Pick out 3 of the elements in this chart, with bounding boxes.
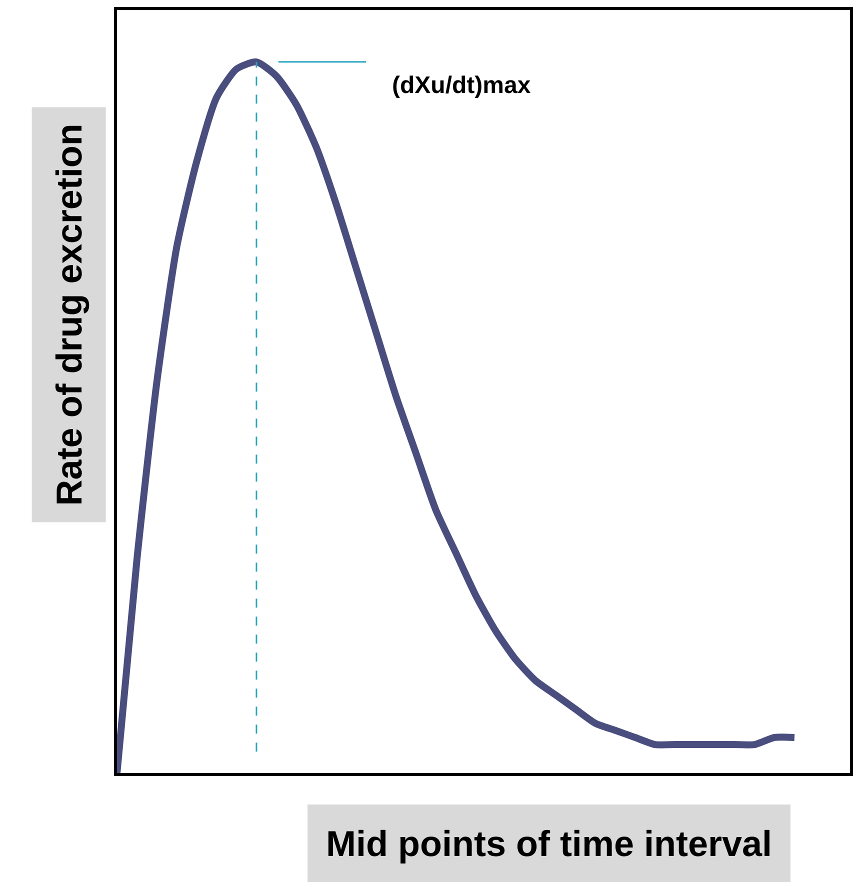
annotation: (dXu/dt)max: [392, 72, 532, 99]
y-axis-title: Rate of drug excretion: [48, 124, 90, 506]
x-axis-title: Mid points of time interval: [326, 823, 772, 864]
